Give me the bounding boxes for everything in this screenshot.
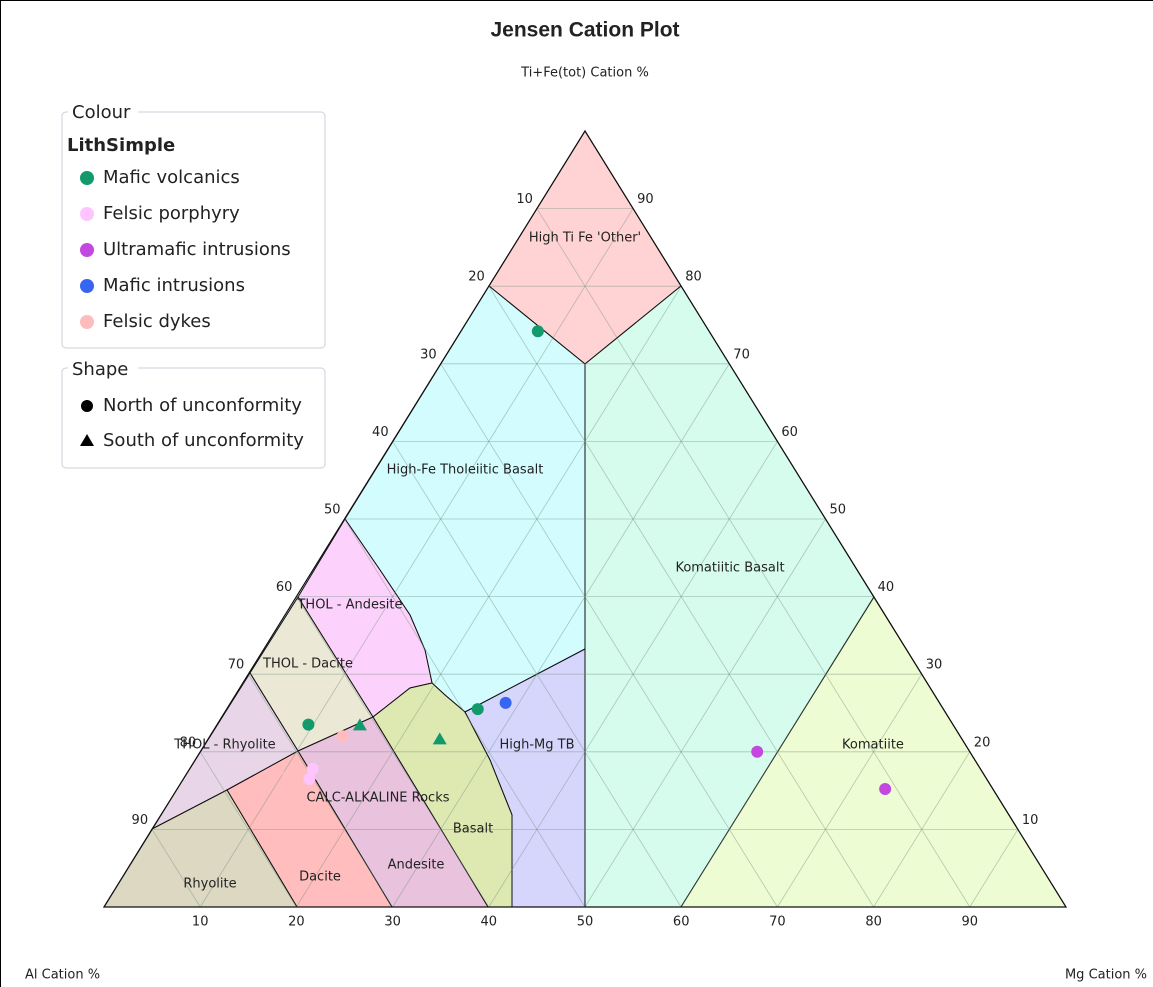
grid-line [777,673,923,908]
field-label: High-Fe Tholeiitic Basalt [387,463,544,478]
grid-line [392,363,730,908]
data-point [432,732,447,745]
legend-title: Shape [72,359,128,380]
field-label: Komatiite [842,738,904,753]
legend-label: North of unconformity [103,395,302,416]
bottom-tick-label: 30 [384,915,401,930]
left-tick-label: 50 [324,503,341,518]
bottom-tick-label: 90 [962,915,979,930]
bottom-tick-label: 40 [481,915,498,930]
left-tick-label: 60 [276,580,293,595]
legend-label: South of unconformity [103,430,304,451]
bottom-tick-label: 70 [769,915,786,930]
legend-marker [80,171,94,185]
bottom-tick-label: 80 [865,915,882,930]
grid-line [296,596,490,908]
legend-marker [80,279,94,293]
legend-label: Ultramafic intrusions [103,239,291,260]
legend-marker [81,400,93,412]
grid-line [488,441,778,908]
grid-line [392,441,682,908]
grid-line [344,518,586,908]
data-point [303,772,316,785]
bottom-tick-label: 20 [288,915,305,930]
field-label: CALC-ALKALINE Rocks [306,791,449,806]
left-tick-label: 70 [228,658,245,673]
left-tick-label: 90 [132,813,149,828]
chart-title: Jensen Cation Plot [490,19,679,42]
right-tick-label: 40 [878,580,895,595]
right-tick-label: 70 [733,347,750,362]
left-tick-label: 30 [420,347,437,362]
legend-marker [80,434,94,446]
axis-label: Al Cation % [25,968,100,983]
legend-title-bg [68,358,138,378]
left-tick-label: 40 [372,425,389,440]
field-label: Rhyolite [183,877,236,892]
right-tick-label: 20 [974,735,991,750]
field-label: THOL - Andesite [296,598,402,613]
legend-title-bg [68,102,138,122]
grid-line [247,673,393,908]
grid-line [199,208,634,908]
bottom-tick-label: 60 [673,915,690,930]
data-point [302,718,315,731]
field-label: THOL - Dacite [262,657,353,672]
right-tick-label: 50 [830,503,847,518]
right-tick-label: 90 [637,192,654,207]
field-label: High-Mg TB [499,738,574,753]
field-label: Basalt [453,822,493,837]
legend-label: Mafic intrusions [103,275,245,296]
grid [151,208,1019,908]
axis-label: Mg Cation % [1065,968,1147,983]
bottom-tick-label: 10 [192,915,209,930]
field-label: Dacite [299,870,341,885]
triangle-outline [102,129,1068,908]
legend-label: Felsic dykes [103,311,211,332]
data-point [499,696,512,709]
field-label: Komatiitic Basalt [675,561,784,576]
data-point [471,703,484,716]
grid-line [584,518,826,908]
grid-line [488,285,874,908]
legend-label: Mafic volcanics [103,167,240,188]
grid-line [873,751,971,908]
data-point [879,783,892,796]
legend-marker [80,243,94,257]
right-tick-label: 30 [926,658,943,673]
right-tick-label: 60 [781,425,798,440]
grid-line [536,208,971,908]
legend-title: Colour [72,102,131,123]
right-tick-label: 10 [1022,813,1039,828]
legend-subtitle: LithSimple [67,135,175,156]
data-point [352,718,367,731]
grid-line [199,751,297,908]
grid-line [969,829,1019,908]
left-tick-label: 20 [468,270,485,285]
left-tick-label: 10 [516,192,533,207]
legend-label: Felsic porphyry [103,203,240,224]
left-tick-label: 80 [180,735,197,750]
grid-line [440,363,778,908]
grid-line [151,829,201,908]
field-label: High Ti Fe 'Other' [529,231,641,246]
grid-line [680,596,874,908]
legend-marker [80,207,94,221]
legend-box [61,367,326,469]
bottom-tick-label: 50 [577,915,594,930]
data-point [306,762,319,775]
right-tick-label: 80 [685,270,702,285]
data-point [336,730,349,743]
legend-box [61,111,326,349]
data-point [751,745,764,758]
field-label: THOL - Rhyolite [173,738,275,753]
data-point [272,764,285,777]
legend-marker [80,315,94,329]
field-label: Andesite [388,858,445,873]
data-point [238,800,251,813]
grid-line [296,285,682,908]
data-point [531,325,544,338]
axis-label: Ti+Fe(tot) Cation % [520,66,649,81]
